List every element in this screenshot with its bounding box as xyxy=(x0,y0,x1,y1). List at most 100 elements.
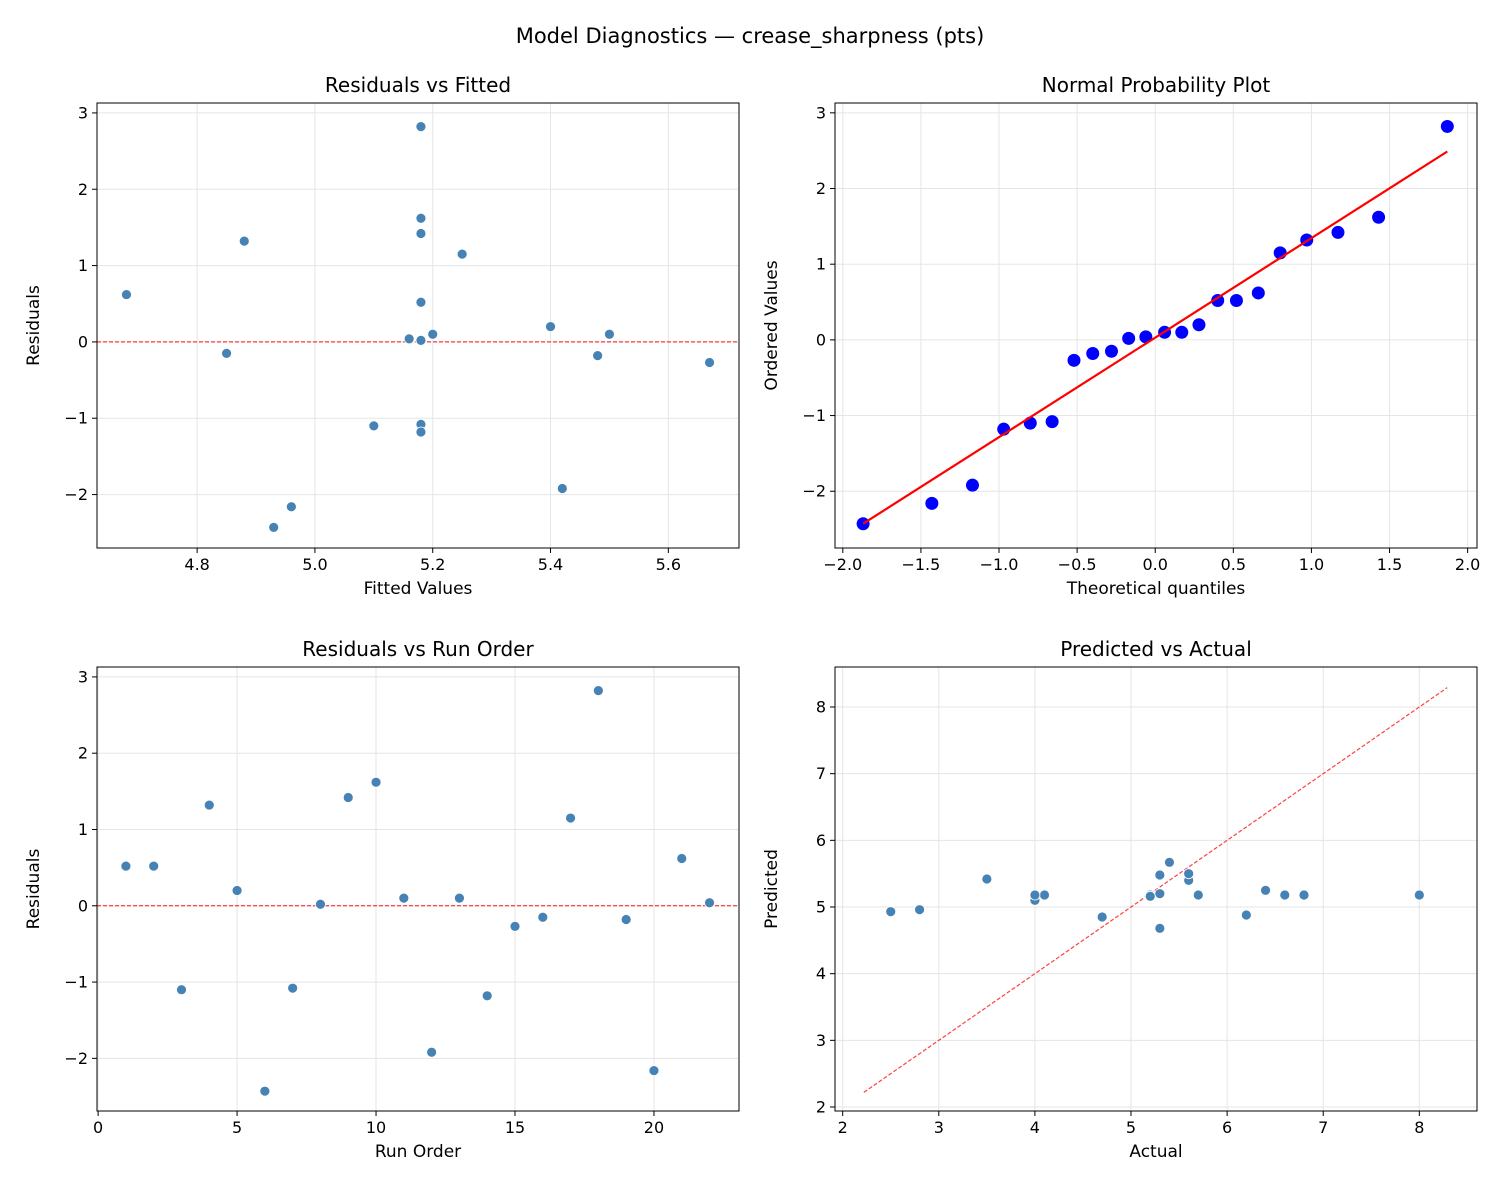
axes-frame xyxy=(96,666,740,1112)
data-point xyxy=(415,334,427,346)
data-point xyxy=(1372,210,1386,224)
data-point xyxy=(415,121,427,133)
data-point xyxy=(287,982,299,994)
x-axis-label: Run Order xyxy=(375,1142,461,1162)
x-tick-label: 5.6 xyxy=(656,555,681,574)
x-tick-label: 15 xyxy=(505,1118,525,1137)
data-point xyxy=(1413,889,1425,901)
x-axis-label: Fitted Values xyxy=(364,579,473,599)
data-point xyxy=(1139,330,1153,344)
data-point xyxy=(1164,856,1175,868)
x-tick-label: 5 xyxy=(232,1118,242,1137)
data-point xyxy=(315,898,326,910)
y-tick-label: 7 xyxy=(816,764,826,783)
x-axis-label: Theoretical quantiles xyxy=(1066,579,1246,599)
subplot-title: Residuals vs Fitted xyxy=(325,73,511,97)
y-tick-label: 5 xyxy=(816,898,826,917)
identity-reference-line xyxy=(863,687,1448,1093)
data-point xyxy=(648,1065,660,1076)
y-tick-label: 0 xyxy=(78,332,88,351)
data-point xyxy=(259,1085,271,1097)
data-point xyxy=(565,812,576,824)
x-tick-label: 6 xyxy=(1222,1118,1232,1137)
x-tick-label: 8 xyxy=(1414,1118,1424,1137)
x-tick-label: 0.5 xyxy=(1221,555,1246,574)
subplot-3: 0 5 10 15 20 −2 −1 0 1 2 3 Residuals vs Run Order Ru… xyxy=(24,637,740,1162)
data-point xyxy=(914,904,925,916)
data-point xyxy=(1240,909,1252,921)
data-point xyxy=(221,347,232,359)
data-point xyxy=(604,328,615,340)
data-point xyxy=(620,914,632,925)
data-point xyxy=(120,860,132,872)
x-tick-label: 5.0 xyxy=(302,555,327,574)
data-point xyxy=(1029,889,1041,901)
y-axis-label: Residuals xyxy=(24,849,44,930)
data-point xyxy=(238,235,250,247)
y-tick-label: −2 xyxy=(802,482,826,501)
x-tick-label: 4 xyxy=(1030,1118,1040,1137)
data-point xyxy=(285,501,297,513)
x-tick-label: 5.2 xyxy=(420,555,445,574)
data-point xyxy=(1045,415,1059,429)
x-tick-label: −2.0 xyxy=(823,555,862,574)
data-point xyxy=(1067,353,1081,367)
data-point xyxy=(1144,890,1156,902)
x-tick-label: 20 xyxy=(644,1118,664,1137)
y-tick-label: −1 xyxy=(802,406,826,425)
y-axis-label: Ordered Values xyxy=(762,260,782,390)
x-tick-label: 0.0 xyxy=(1142,555,1167,574)
data-point xyxy=(1192,318,1206,332)
data-point xyxy=(704,357,715,368)
y-tick-label: 3 xyxy=(78,103,88,122)
y-axis-label: Predicted xyxy=(762,849,782,929)
data-point xyxy=(592,350,604,362)
data-point xyxy=(1039,889,1050,901)
y-tick-label: 0 xyxy=(816,330,826,349)
data-point xyxy=(704,897,715,909)
x-tick-label: −1.0 xyxy=(980,555,1019,574)
data-point xyxy=(148,860,160,872)
data-point xyxy=(1175,325,1189,339)
data-point xyxy=(1154,888,1166,900)
x-tick-label: 2.0 xyxy=(1455,555,1480,574)
x-tick-label: 5.4 xyxy=(538,555,563,574)
data-point xyxy=(1229,294,1243,308)
subplot-title: Residuals vs Run Order xyxy=(302,637,534,661)
data-point xyxy=(1183,868,1195,880)
x-tick-label: 1.5 xyxy=(1377,555,1402,574)
data-point xyxy=(203,799,215,811)
data-point xyxy=(370,776,382,788)
x-tick-label: 1.0 xyxy=(1299,555,1324,574)
data-point xyxy=(427,328,439,340)
data-point xyxy=(1192,889,1204,901)
fit-line xyxy=(862,150,1448,525)
y-tick-label: −2 xyxy=(64,485,88,504)
data-point xyxy=(856,517,870,531)
subplot-title: Normal Probability Plot xyxy=(1042,73,1271,97)
data-point xyxy=(1279,889,1291,901)
x-axis-label: Actual xyxy=(1129,1142,1182,1162)
x-tick-label: 3 xyxy=(934,1118,944,1137)
data-point xyxy=(1298,889,1310,901)
x-tick-label: 5 xyxy=(1126,1118,1136,1137)
x-tick-label: 2 xyxy=(838,1118,848,1137)
data-point xyxy=(403,333,415,345)
axes-frame xyxy=(834,666,1478,1112)
data-point xyxy=(1023,416,1037,430)
data-point xyxy=(965,478,979,492)
y-tick-label: −1 xyxy=(64,409,88,428)
y-tick-label: 2 xyxy=(816,179,826,198)
data-point xyxy=(981,873,993,885)
y-tick-label: 0 xyxy=(78,896,88,915)
data-point xyxy=(537,911,549,923)
data-point xyxy=(545,321,556,333)
data-point xyxy=(885,906,897,918)
data-point xyxy=(925,496,939,510)
y-tick-label: −2 xyxy=(64,1049,88,1068)
data-point xyxy=(1211,294,1225,308)
y-tick-label: 6 xyxy=(816,831,826,850)
data-point xyxy=(426,1046,438,1058)
data-point xyxy=(176,984,187,996)
data-point xyxy=(231,885,243,896)
